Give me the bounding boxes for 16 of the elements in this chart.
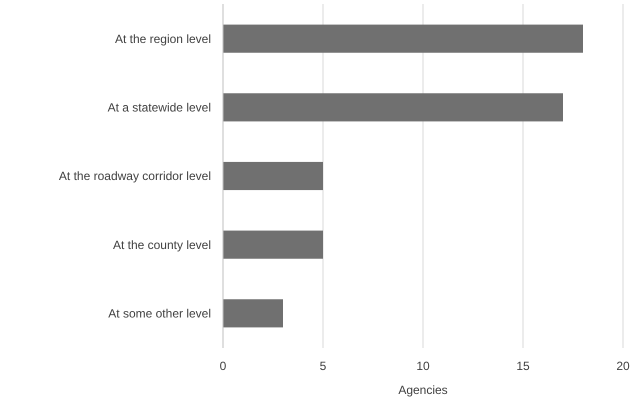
bar <box>223 162 323 190</box>
y-tick-label: At the county level <box>112 238 211 252</box>
x-tick-label: 5 <box>320 359 327 373</box>
bar <box>223 93 563 122</box>
x-tick-label: 0 <box>220 359 227 373</box>
bar <box>223 24 583 53</box>
y-tick-label: At a statewide level <box>108 100 211 115</box>
bar <box>223 299 283 328</box>
bar <box>223 230 323 259</box>
y-tick-label: At the roadway corridor level <box>58 169 211 184</box>
y-tick-label: At the region level <box>114 32 211 46</box>
x-tick-label: 20 <box>616 359 630 373</box>
x-tick-label: 15 <box>516 359 530 373</box>
x-tick-label: 10 <box>416 359 430 373</box>
y-tick-label: At some other level <box>108 306 211 321</box>
x-axis-title: Agencies <box>398 383 448 397</box>
